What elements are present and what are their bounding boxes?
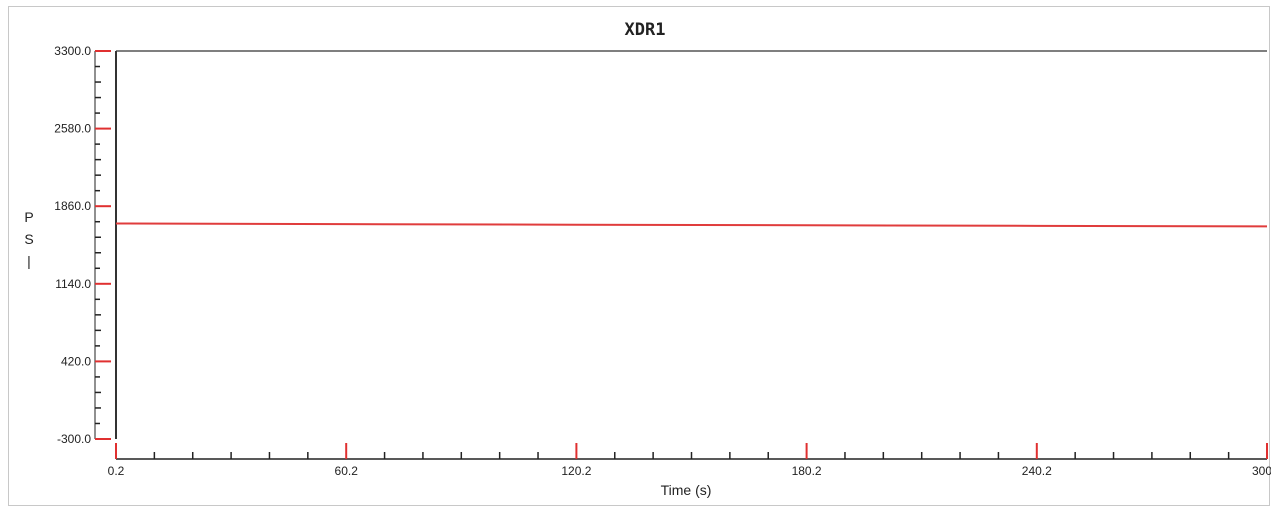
x-tick-label: 180.2: [792, 464, 822, 478]
y-axis-title-letter: S: [24, 231, 33, 247]
y-tick-label: 1860.0: [54, 199, 91, 213]
x-axis-title: Time (s): [661, 482, 712, 498]
y-tick-label: 1140.0: [55, 277, 91, 291]
x-tick-label: 240.2: [1022, 464, 1052, 478]
x-tick-label: 300.2: [1252, 464, 1271, 478]
chart-svg: XDR1 PS | Time (s) 3300.0 2580.0 1860.0 1140…: [24, 20, 1271, 498]
y-axis-title: PS |: [24, 209, 33, 269]
y-tick-label: -300.0: [57, 432, 91, 446]
x-tick-label: 120.2: [561, 464, 591, 478]
x-tick-label: 0.2: [108, 464, 125, 478]
y-axis-title-letter: P: [24, 209, 33, 225]
x-tick-label: 60.2: [335, 464, 359, 478]
chart-frame: XDR1 P S | Time (s) 3300.0 2580.0 1860.0 1140…: [8, 6, 1271, 506]
y-tick-label: 420.0: [61, 354, 91, 368]
y-axis-title-letter: |: [27, 253, 31, 269]
series-line: [115, 222, 1268, 228]
y-tick-label: 3300.0: [54, 44, 91, 58]
plot-area: 3300.0 2580.0 1860.0 1140.0 420.0 -300.0 0.2 60…: [54, 44, 1271, 478]
chart-title: XDR1: [625, 20, 666, 40]
y-tick-label: 2580.0: [54, 122, 91, 136]
